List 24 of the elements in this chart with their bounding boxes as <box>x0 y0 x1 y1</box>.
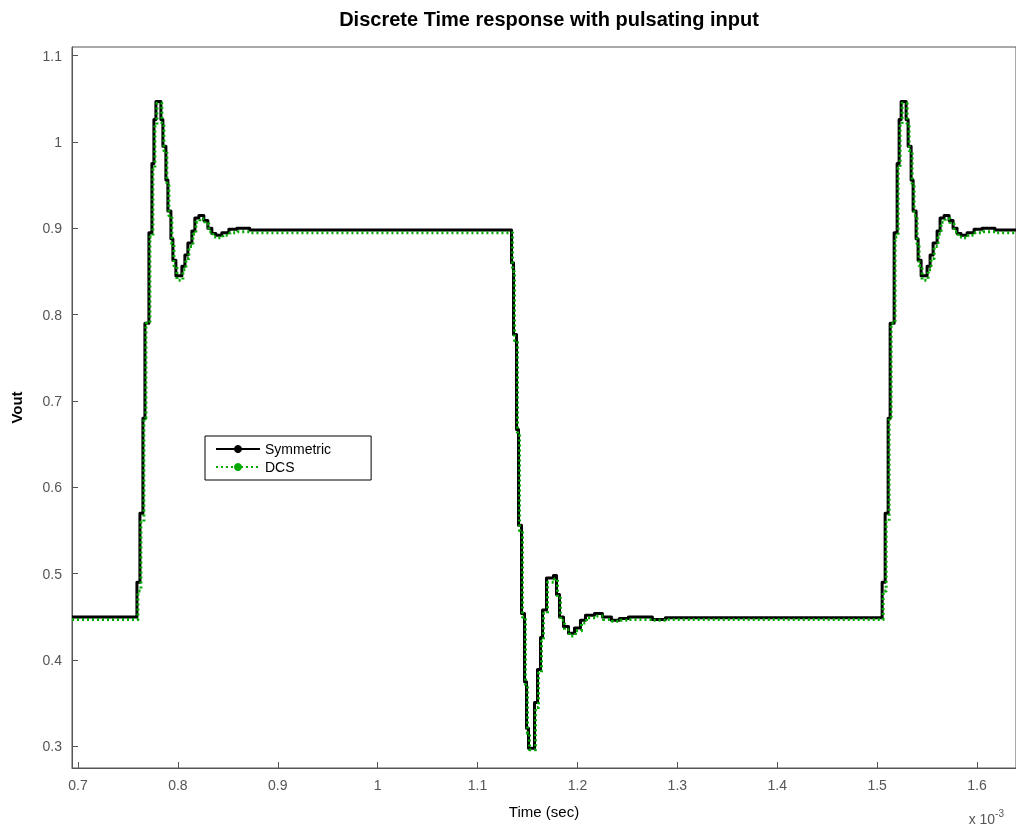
y-tick-label: 1 <box>54 133 63 150</box>
x-tick-label: 1.2 <box>567 777 588 793</box>
x-tick-label: 1.5 <box>867 777 888 793</box>
x-tick-label: 1.3 <box>667 777 688 793</box>
x-tick-label: 0.8 <box>168 777 188 793</box>
x-axis-title: Time (sec) <box>508 803 580 820</box>
x-tick-label: 0.7 <box>68 777 88 793</box>
y-tick-label: 0.4 <box>42 652 63 669</box>
x-tick-label: 1.6 <box>967 777 987 793</box>
chart-title: Discrete Time response with pulsating input <box>339 8 760 30</box>
x-tick-label: 1 <box>373 777 382 793</box>
x-tick-label: 1.1 <box>467 777 488 793</box>
y-tick-label: 0.9 <box>42 220 63 237</box>
x-tick-label: 0.9 <box>268 777 288 793</box>
y-tick-label: 1.1 <box>42 47 63 64</box>
y-tick-label: 0.7 <box>42 393 63 410</box>
legend-label: DCS <box>265 459 295 475</box>
y-tick-label: 0.6 <box>42 479 63 496</box>
y-tick-label: 0.5 <box>42 565 63 582</box>
x-tick-label: 1.4 <box>767 777 788 793</box>
legend-label: Symmetric <box>265 441 332 457</box>
y-axis-title: Vout <box>8 391 25 424</box>
y-tick-label: 0.3 <box>42 738 63 755</box>
y-tick-label: 0.8 <box>42 306 63 323</box>
